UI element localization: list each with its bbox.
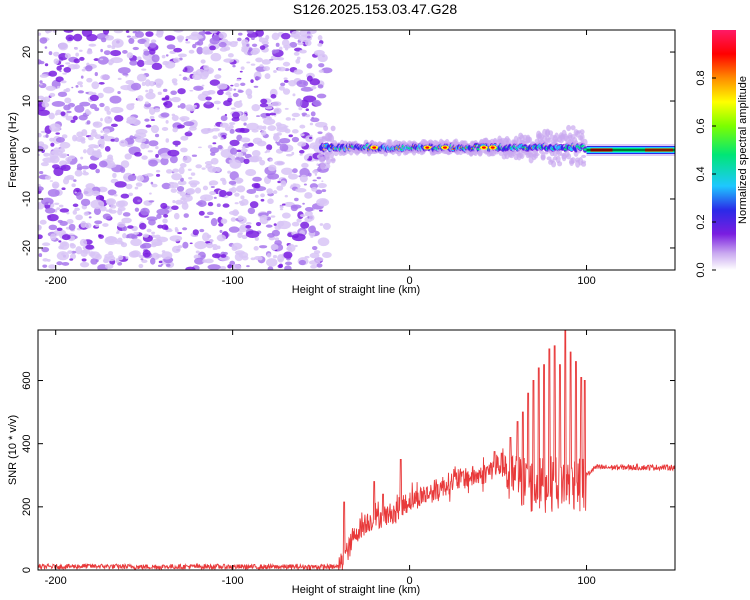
signal-peak-core [481, 146, 486, 149]
colorbar-tick-label: 0.4 [695, 166, 707, 181]
noise-region [38, 30, 333, 270]
colorbar-tick-label: 0.6 [695, 118, 707, 133]
signal-peak-core [490, 146, 495, 149]
snr-y-ticks: 0 200 400 600 [21, 371, 675, 573]
signal-peak-core [372, 146, 377, 149]
x-tick-label: 100 [577, 575, 595, 587]
colorbar-gradient [712, 30, 736, 270]
signal-region [318, 124, 588, 171]
colorbar-label: Normalized spectral amplitude [737, 76, 749, 224]
y-tick-label: 10 [21, 95, 33, 107]
y-tick-label: 600 [21, 371, 33, 389]
y-tick-label: 0 [21, 567, 33, 573]
x-tick-label: 0 [407, 575, 413, 587]
snr-x-ticks: -200 -100 0 100 [45, 330, 596, 587]
snr-plot-area [38, 330, 675, 570]
signal-peak-core [442, 146, 447, 149]
y-tick-label: 0 [21, 147, 33, 153]
signal-peak-core [425, 146, 430, 149]
chart-title: S126.2025.153.03.47.G28 [293, 1, 457, 17]
y-tick-label: -20 [21, 240, 33, 256]
y-tick-label: 20 [21, 46, 33, 58]
y-tick-label: -10 [21, 191, 33, 207]
spectrogram-y-ticks: -20 -10 0 10 20 [21, 46, 675, 256]
spectrogram-x-label: Height of straight line (km) [292, 284, 420, 296]
colorbar-tick-label: 0.8 [695, 70, 707, 85]
x-tick-label: 0 [407, 275, 413, 287]
colorbar-tick-label: 0.0 [695, 262, 707, 277]
snr-frame [37, 329, 676, 571]
spectrogram-x-ticks: -200 -100 0 100 [45, 30, 596, 287]
snr-panel: -200 -100 0 100 0 200 400 600 Height of straig… [7, 329, 676, 596]
x-tick-label: 100 [577, 275, 595, 287]
y-tick-label: 400 [21, 435, 33, 453]
x-tick-label: -200 [45, 275, 67, 287]
snr-series-line [38, 330, 675, 570]
y-tick-label: 200 [21, 498, 33, 516]
spectrogram-y-label: Frequency (Hz) [7, 112, 19, 188]
snr-x-label: Height of straight line (km) [292, 584, 420, 596]
x-tick-label: -100 [222, 575, 244, 587]
colorbar-tick-label: 0.2 [695, 214, 707, 229]
colorbar: 0.0 0.2 0.4 0.6 0.8 Normalized spectral ampl… [695, 30, 749, 278]
colorbar-ticks: 0.0 0.2 0.4 0.6 0.8 [695, 70, 716, 278]
spectrogram-image [38, 30, 675, 270]
x-tick-label: -100 [222, 275, 244, 287]
tone-region [586, 144, 675, 156]
snr-y-label: SNR (10 * v/v) [7, 415, 19, 485]
x-tick-label: -200 [45, 575, 67, 587]
